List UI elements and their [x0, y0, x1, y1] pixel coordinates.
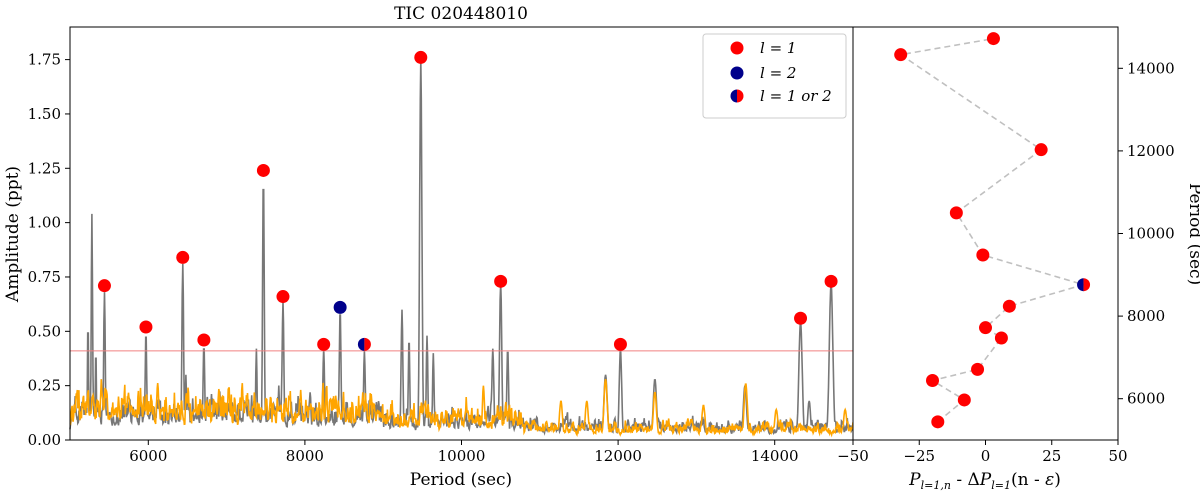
legend: l = 1 l = 2 l = 1 or 2: [702, 33, 847, 119]
side-y-tick-label: 14000: [1127, 59, 1175, 77]
main-y-axis-label: Amplitude (ppt): [3, 166, 23, 303]
side-y-tick-label: 8000: [1127, 307, 1165, 325]
l1-peak-marker: [97, 279, 111, 293]
chart-title: TIC 020448010: [394, 4, 528, 24]
legend-marker-l2: [730, 66, 744, 80]
l1-peak-marker: [613, 337, 627, 351]
residual-point-l1-or-l2: [1077, 278, 1091, 292]
l2-peak-marker: [333, 300, 347, 314]
side-y-tick-label: 6000: [1127, 390, 1165, 408]
side-x-tick-label: 50: [1108, 447, 1127, 465]
residual-point-l1: [994, 331, 1008, 345]
side-x-tick-label: −25: [903, 447, 935, 465]
main-y-tick-label: 1.25: [28, 159, 61, 177]
l1-peak-marker: [317, 337, 331, 351]
main-x-tick-label: 14000: [751, 447, 799, 465]
residual-point-l1: [1002, 299, 1016, 313]
l1-or-l2-peak-marker: [357, 337, 371, 351]
l1-peak-marker: [197, 333, 211, 347]
residual-point-l1: [894, 48, 908, 62]
residual-point-l1: [926, 374, 939, 388]
orange-periodogram-line: [69, 378, 854, 438]
main-y-tick-label: 0.50: [28, 322, 61, 340]
residual-point-l1: [949, 206, 963, 220]
l1-peak-marker: [794, 311, 808, 325]
l1-peak-marker: [824, 274, 838, 288]
main-x-tick-label: 10000: [438, 447, 486, 465]
residual-point-l1: [979, 321, 992, 335]
legend-label-l2: l = 2: [760, 64, 796, 82]
side-x-tick-label: 25: [1042, 447, 1061, 465]
l1-peak-marker: [139, 320, 153, 334]
residual-point-l1: [1034, 143, 1048, 157]
main-y-tick-label: 0.00: [28, 431, 61, 449]
side-x-axis-label: Pl=1,n - ΔPl=1(n - ε): [908, 470, 1061, 492]
main-y-tick-label: 1.75: [28, 51, 61, 69]
main-y-tick-label: 0.25: [28, 377, 61, 395]
side-x-tick-label: 0: [981, 447, 991, 465]
side-y-axis-label: Period (sec): [1185, 183, 1200, 285]
legend-marker-l1: [730, 41, 744, 55]
main-x-tick-label: 8000: [286, 447, 324, 465]
main-y-tick-label: 1.00: [28, 214, 61, 232]
side-x-tick-label: −50: [837, 447, 869, 465]
main-x-tick-label: 12000: [594, 447, 642, 465]
legend-marker-l1-or-l2: [730, 89, 744, 103]
legend-label-l1: l = 1: [760, 39, 796, 57]
residual-point-l1: [931, 415, 945, 429]
legend-label-l1-or-l2: l = 1 or 2: [760, 87, 832, 105]
residual-point-l1: [957, 393, 971, 407]
l1-peak-marker: [414, 50, 428, 64]
main-x-tick-label: 6000: [129, 447, 167, 465]
l1-peak-marker: [276, 290, 290, 304]
l1-peak-marker: [176, 250, 190, 264]
residual-point-l1: [971, 362, 985, 376]
side-y-tick-label: 12000: [1127, 142, 1175, 160]
side-panel: −50 −25 0 25 50 6000 8000 10000 12000 14000 Pl=1…: [837, 26, 1200, 492]
residual-point-l1: [986, 32, 1000, 46]
side-y-tick-label: 10000: [1127, 225, 1175, 243]
main-y-tick-label: 0.75: [28, 268, 61, 286]
residual-point-l1: [976, 248, 990, 262]
main-x-axis-label: Period (sec): [410, 470, 512, 490]
side-plot-background: [853, 27, 1118, 440]
main-y-tick-label: 1.50: [28, 105, 61, 123]
l1-peak-marker: [494, 274, 508, 288]
l1-peak-marker: [256, 163, 270, 177]
